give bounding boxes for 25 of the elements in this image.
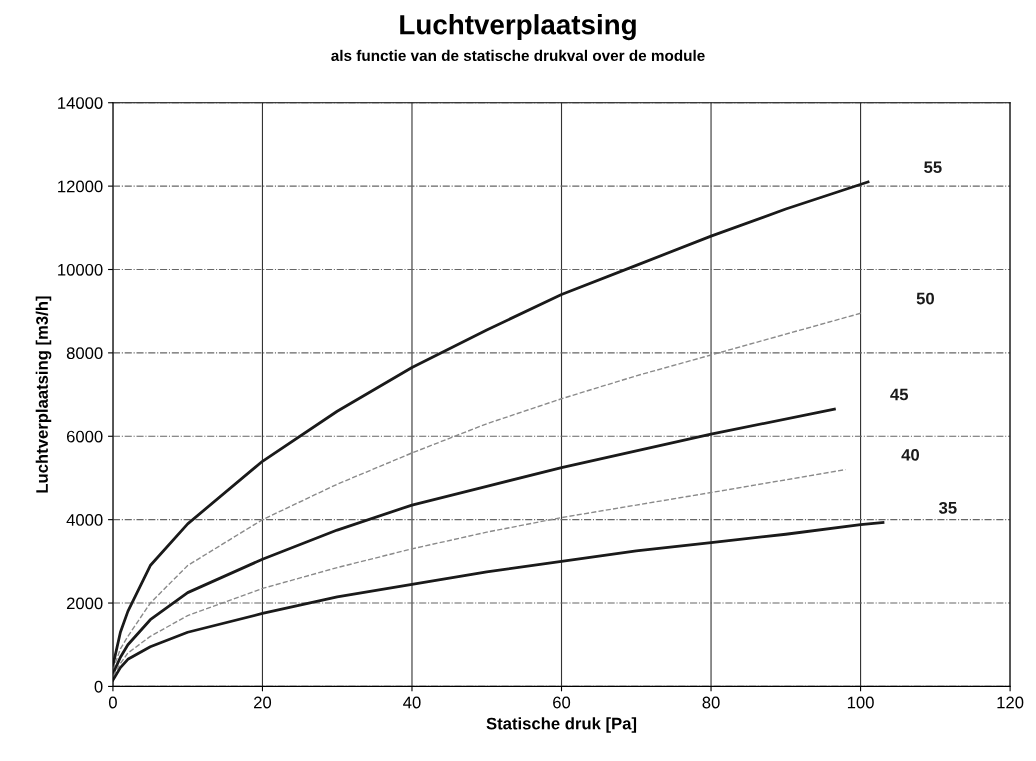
x-tick-label: 100 (847, 696, 874, 709)
y-tick-label: 2000 (66, 597, 103, 610)
y-tick-label: 6000 (66, 430, 103, 443)
y-tick-label: 0 (94, 680, 103, 693)
text: 35 (938, 501, 957, 514)
x-tick-label: 60 (553, 696, 571, 709)
y-tick-label: 14000 (58, 97, 103, 109)
x-axis-title: Statische druk [Pa] (486, 717, 637, 733)
y-tick-label: 10000 (58, 263, 103, 276)
text: 55 (924, 161, 942, 174)
text: 45 (890, 388, 909, 401)
x-tick-label: 0 (108, 696, 117, 709)
line-series (112, 468, 847, 677)
text: 50 (916, 292, 934, 305)
chart-subtitle: als functie van de statische drukval over de module (331, 49, 705, 62)
text: 40 (901, 448, 920, 461)
y-tick-label: 12000 (58, 180, 103, 193)
y-tick-label: 8000 (66, 347, 103, 360)
chart-title: Luchtverplaatsing (400, 14, 636, 41)
y-tick-label: 4000 (66, 514, 103, 526)
y-axis-title: Luchtverplaatsing [m3/h] (35, 296, 52, 493)
x-tick-label: 80 (702, 696, 720, 709)
x-tick-label: 40 (403, 696, 421, 709)
x-tick-label: 20 (254, 696, 272, 709)
x-tick-label: 120 (997, 696, 1024, 709)
